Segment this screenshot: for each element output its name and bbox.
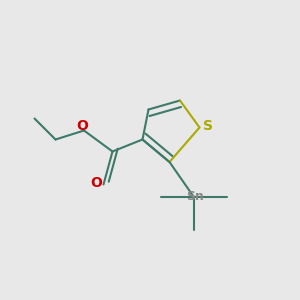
Text: O: O — [76, 119, 88, 133]
Text: S: S — [203, 119, 213, 133]
Text: Sn: Sn — [186, 190, 204, 203]
Text: O: O — [90, 176, 102, 190]
